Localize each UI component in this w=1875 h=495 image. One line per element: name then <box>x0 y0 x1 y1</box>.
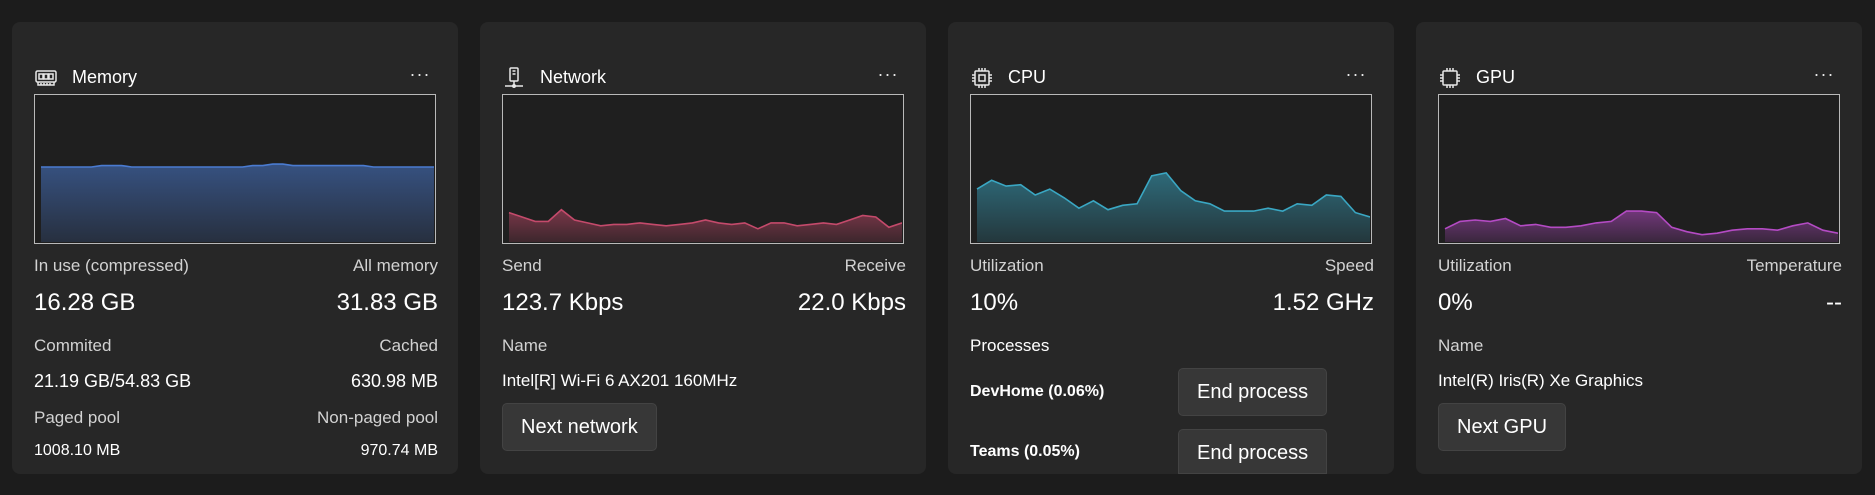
gpu-title: GPU <box>1476 67 1516 87</box>
memory-cached-label: Cached <box>379 336 438 355</box>
end-process-button[interactable]: End process <box>1178 429 1328 474</box>
network-receive-label: Receive <box>844 256 906 275</box>
gpu-temperature-value: -- <box>1826 289 1842 316</box>
network-receive-value: 22.0 Kbps <box>797 289 906 316</box>
gpu-graph-area <box>1445 211 1838 242</box>
gpu-name-label: Name <box>1438 336 1484 355</box>
memory-paged-pool-label: Paged pool <box>34 408 121 427</box>
process-name: Teams (0.05%) <box>970 443 1080 460</box>
process-name: DevHome (0.06%) <box>970 383 1105 400</box>
memory-graph-area <box>41 164 434 242</box>
cpu-speed-label: Speed <box>1324 256 1374 275</box>
memory-card: Memory ··· In use (compressed) All memor… <box>12 22 458 474</box>
gpu-utilization-value: 0% <box>1438 289 1473 316</box>
memory-graph-plot <box>41 163 434 242</box>
network-graph-plot <box>508 208 902 242</box>
cpu-utilization-value: 10% <box>970 289 1019 316</box>
memory-title: Memory <box>72 67 138 87</box>
gpu-name-value: Intel(R) Iris(R) Xe Graphics <box>1438 371 1643 390</box>
memory-in-use-value: 16.28 GB <box>34 289 136 316</box>
memory-committed-value: 21.19 GB/54.83 GB <box>34 371 192 391</box>
network-graph <box>502 94 904 244</box>
next-gpu-button[interactable]: Next GPU <box>1438 403 1567 451</box>
next-network-button[interactable]: Next network <box>502 403 657 451</box>
memory-cached-value: 630.98 MB <box>350 371 438 391</box>
network-name-value: Intel[R] Wi-Fi 6 AX201 160MHz <box>502 371 738 390</box>
memory-all-value: 31.83 GB <box>336 289 438 316</box>
cpu-more-button[interactable]: ··· <box>1345 64 1367 84</box>
memory-graph-line <box>41 163 434 168</box>
network-card: Network ··· Send Receive 123.7 Kbps 22.0… <box>480 22 926 474</box>
gpu-graph-plot <box>1444 210 1838 242</box>
memory-nonpaged-pool-label: Non-paged pool <box>317 408 438 427</box>
cpu-speed-value: 1.52 GHz <box>1272 289 1374 316</box>
gpu-graph <box>1438 94 1840 244</box>
memory-more-button[interactable]: ··· <box>409 64 431 84</box>
cpu-graph-area <box>977 172 1370 242</box>
network-graph-line <box>508 208 902 230</box>
gpu-temperature-label: Temperature <box>1746 256 1842 275</box>
network-more-button[interactable]: ··· <box>877 64 899 84</box>
memory-paged-pool-value: 1008.10 MB <box>34 442 121 459</box>
network-header: Network ··· <box>480 58 926 96</box>
network-send-label: Send <box>502 256 542 275</box>
cpu-icon <box>970 66 994 90</box>
memory-graph <box>34 94 436 244</box>
gpu-graph-line <box>1444 210 1838 236</box>
gpu-utilization-label: Utilization <box>1438 256 1512 275</box>
memory-header: Memory ··· <box>12 58 458 96</box>
cpu-processes-label: Processes <box>970 336 1050 355</box>
memory-icon <box>34 66 58 90</box>
network-graph-area <box>509 209 902 242</box>
gpu-header: GPU ··· <box>1416 58 1862 96</box>
cpu-title: CPU <box>1008 67 1047 87</box>
cpu-card: CPU ··· Utilization Speed 10% 1.52 GHz P… <box>948 22 1394 474</box>
memory-all-label: All memory <box>352 256 438 275</box>
cpu-utilization-label: Utilization <box>970 256 1044 275</box>
memory-in-use-label: In use (compressed) <box>34 256 189 275</box>
cpu-header: CPU ··· <box>948 58 1394 96</box>
cpu-graph <box>970 94 1372 244</box>
network-name-label: Name <box>502 336 548 355</box>
cpu-graph-plot <box>976 172 1370 242</box>
network-send-value: 123.7 Kbps <box>502 289 624 316</box>
cpu-graph-line <box>976 172 1370 218</box>
gpu-icon <box>1438 66 1462 90</box>
network-icon <box>502 66 526 90</box>
memory-committed-label: Commited <box>34 336 112 355</box>
network-title: Network <box>540 67 607 87</box>
gpu-more-button[interactable]: ··· <box>1813 64 1835 84</box>
end-process-button[interactable]: End process <box>1178 368 1328 416</box>
gpu-card: GPU ··· Utilization Temperature 0% -- Na… <box>1416 22 1862 474</box>
memory-nonpaged-pool-value: 970.74 MB <box>360 442 438 459</box>
